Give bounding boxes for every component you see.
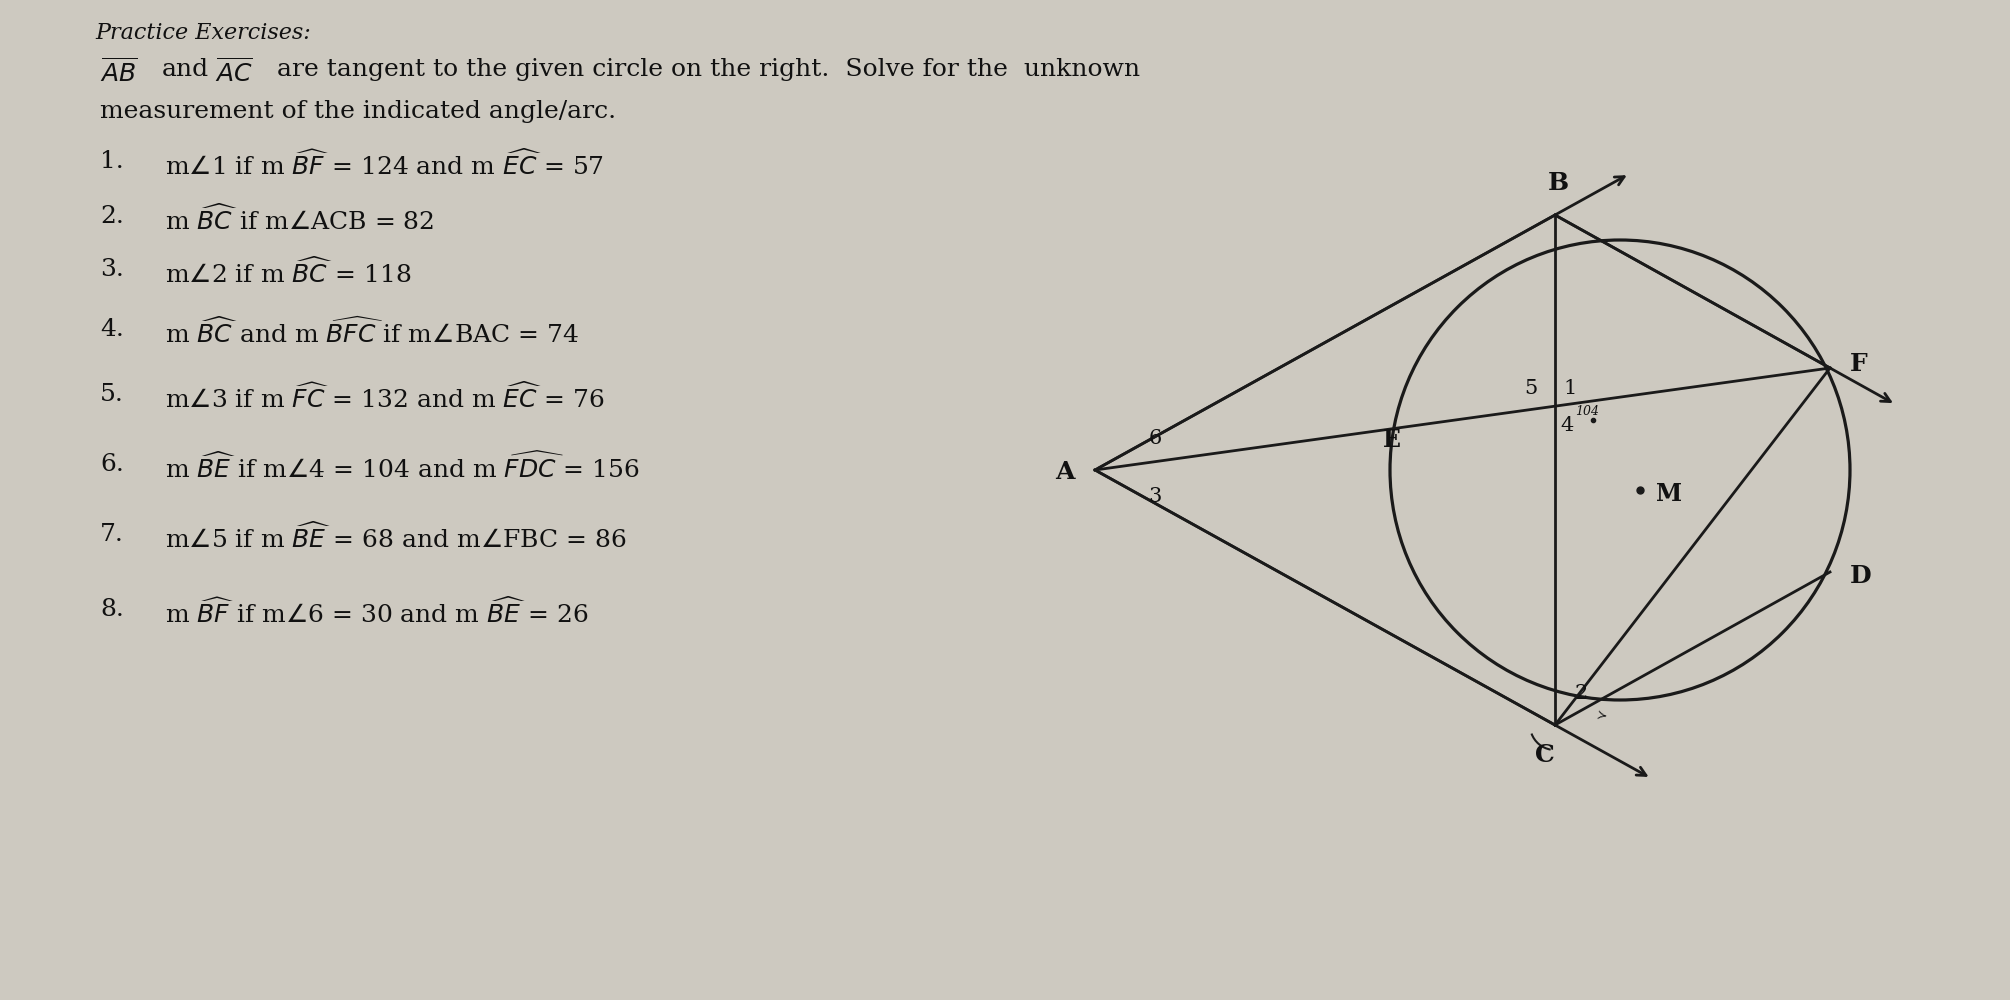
Text: Practice Exercises:: Practice Exercises: [94,22,312,44]
Text: 3: 3 [1148,487,1162,506]
Text: M: M [1656,482,1682,506]
Text: C: C [1536,743,1556,767]
Text: 4: 4 [1560,416,1574,435]
Text: m $\widehat{BC}$ and m $\widehat{BFC}$ if m$\angle$BAC = 74: m $\widehat{BC}$ and m $\widehat{BFC}$ i… [165,318,579,348]
Text: 8.: 8. [100,598,125,621]
Text: 2.: 2. [100,205,125,228]
Text: and: and [163,58,209,81]
Text: F: F [1849,352,1867,376]
Text: are tangent to the given circle on the right.  Solve for the  unknown: are tangent to the given circle on the r… [277,58,1140,81]
Text: m $\widehat{BC}$ if m$\angle$ACB = 82: m $\widehat{BC}$ if m$\angle$ACB = 82 [165,205,434,235]
Text: B: B [1548,171,1568,195]
Text: $\overline{AC}$: $\overline{AC}$ [215,58,253,87]
Text: 6.: 6. [100,453,125,476]
Text: D: D [1849,564,1871,588]
Text: m$\angle$2 if m $\widehat{BC}$ = 118: m$\angle$2 if m $\widehat{BC}$ = 118 [165,258,412,288]
Text: 5: 5 [1524,379,1538,398]
Text: 1: 1 [1564,379,1576,398]
Text: m $\widehat{BE}$ if m$\angle$4 = 104 and m $\widehat{FDC}$ = 156: m $\widehat{BE}$ if m$\angle$4 = 104 and… [165,453,639,484]
Text: $\overline{AB}$: $\overline{AB}$ [100,58,137,87]
Text: 2: 2 [1576,684,1588,703]
Text: 7.: 7. [100,523,125,546]
Text: 4.: 4. [100,318,125,341]
Text: m$\angle$1 if m $\widehat{BF}$ = 124 and m $\widehat{EC}$ = 57: m$\angle$1 if m $\widehat{BF}$ = 124 and… [165,150,605,180]
Text: 5.: 5. [100,383,125,406]
Text: m$\angle$3 if m $\widehat{FC}$ = 132 and m $\widehat{EC}$ = 76: m$\angle$3 if m $\widehat{FC}$ = 132 and… [165,383,605,413]
Text: 3.: 3. [100,258,125,281]
Text: measurement of the indicated angle/arc.: measurement of the indicated angle/arc. [100,100,617,123]
Text: A: A [1055,460,1075,484]
Text: m $\widehat{BF}$ if m$\angle$6 = 30 and m $\widehat{BE}$ = 26: m $\widehat{BF}$ if m$\angle$6 = 30 and … [165,598,589,628]
Text: E: E [1383,428,1401,452]
Text: m$\angle$5 if m $\widehat{BE}$ = 68 and m$\angle$FBC = 86: m$\angle$5 if m $\widehat{BE}$ = 68 and … [165,523,627,553]
Text: 1.: 1. [100,150,125,173]
Text: 6: 6 [1148,428,1162,448]
Text: 104: 104 [1576,405,1600,418]
Text: $\succ$: $\succ$ [1594,707,1608,723]
